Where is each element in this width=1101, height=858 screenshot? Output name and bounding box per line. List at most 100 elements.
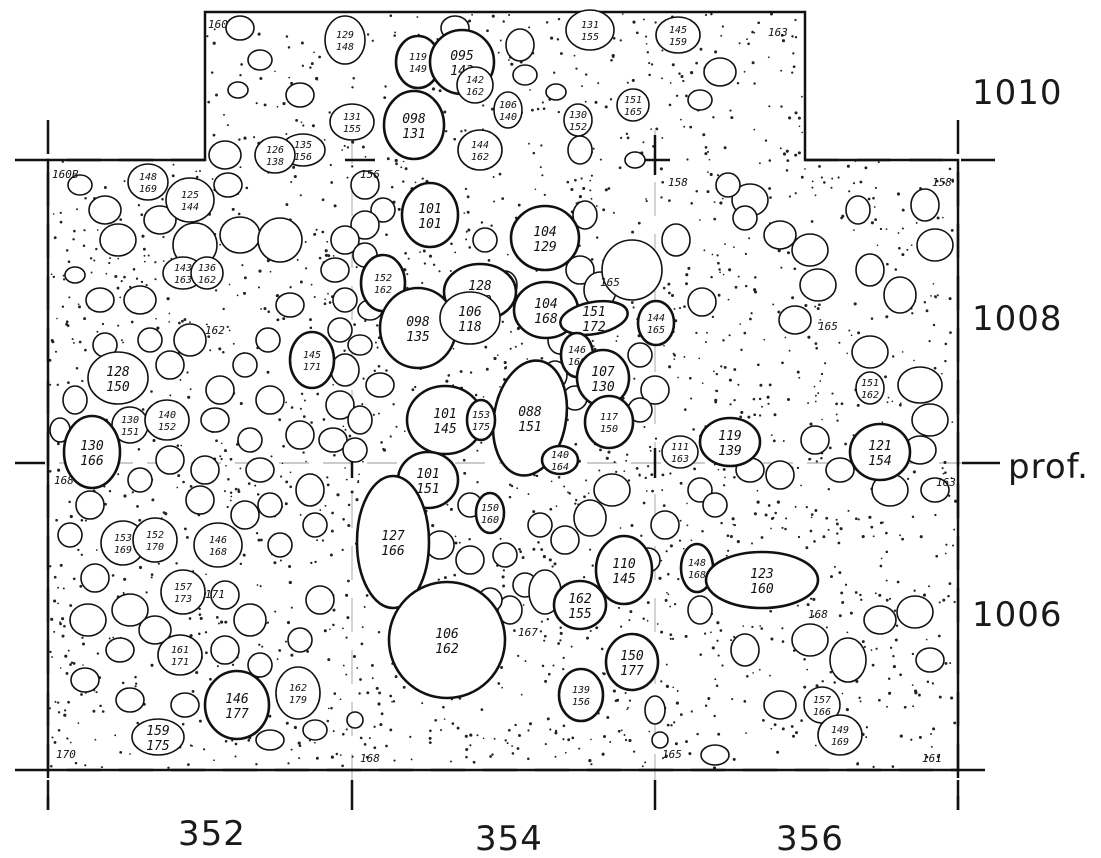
stipple-dot	[590, 174, 593, 177]
stipple-dot	[923, 300, 927, 304]
stipple-dot	[154, 261, 157, 264]
stipple-dot	[372, 413, 375, 416]
stipple-dot	[724, 243, 726, 246]
stipple-dot	[255, 763, 258, 766]
stipple-dot	[840, 591, 844, 595]
stone	[69, 603, 107, 637]
stipple-dot	[595, 626, 599, 630]
stipple-dot	[140, 280, 144, 284]
stipple-dot	[599, 448, 602, 452]
stipple-dot	[72, 577, 76, 581]
stipple-dot	[199, 616, 203, 620]
stipple-dot	[696, 732, 699, 736]
stipple-dot	[738, 42, 741, 45]
stipple-dot	[574, 178, 577, 182]
stipple-dot	[114, 734, 117, 737]
stipple-dot	[476, 734, 479, 737]
stone	[920, 477, 950, 503]
stipple-dot	[606, 716, 610, 719]
stipple-dot	[198, 719, 202, 723]
stipple-dot	[885, 598, 889, 602]
stipple-dot	[77, 722, 80, 724]
stipple-dot	[493, 200, 496, 203]
stipple-dot	[686, 502, 688, 505]
stipple-dot	[903, 705, 907, 709]
stone-s58	[203, 669, 271, 741]
stipple-dot	[885, 550, 889, 554]
stipple-dot	[222, 307, 225, 311]
stipple-dot	[180, 444, 183, 447]
stipple-dot	[716, 639, 719, 642]
stipple-dot	[342, 425, 345, 428]
stone	[505, 28, 535, 62]
stipple-dot	[817, 392, 820, 395]
stipple-dot	[342, 732, 345, 736]
stipple-dot	[886, 401, 889, 404]
stone	[173, 323, 207, 357]
stone-bottom-elevation: 150	[600, 424, 618, 435]
stone-s28	[288, 330, 336, 390]
stone-bottom-elevation: 162	[471, 152, 489, 163]
stipple-dot	[375, 686, 379, 690]
stipple-dot	[632, 20, 636, 24]
stone-bottom-elevation: 175	[472, 422, 490, 433]
stipple-dot	[768, 187, 772, 190]
stipple-dot	[123, 577, 127, 581]
stipple-dot	[954, 499, 958, 503]
stipple-dot	[256, 584, 259, 586]
stipple-dot	[290, 181, 293, 183]
stipple-dot	[486, 29, 489, 33]
stipple-dot	[884, 375, 887, 379]
stipple-dot	[510, 484, 514, 488]
stipple-dot	[345, 593, 349, 597]
stone-s14	[457, 129, 503, 171]
stipple-dot	[753, 82, 756, 85]
stipple-dot	[50, 339, 54, 342]
stipple-dot	[835, 413, 838, 416]
stipple-dot	[379, 723, 383, 727]
stipple-dot	[130, 320, 134, 324]
stipple-dot	[74, 761, 78, 765]
stone	[347, 334, 373, 356]
stipple-dot	[794, 18, 797, 22]
stipple-dot	[284, 502, 288, 506]
stipple-dot	[777, 249, 781, 253]
stipple-dot	[753, 413, 757, 417]
stipple-dot	[178, 321, 181, 325]
stipple-dot	[465, 230, 468, 233]
stipple-dot	[676, 690, 679, 692]
stipple-dot	[391, 700, 393, 703]
stipple-dot	[285, 133, 288, 135]
stipple-dot	[853, 229, 855, 231]
stipple-dot	[781, 39, 786, 43]
stone-s55	[387, 580, 507, 700]
stipple-dot	[626, 708, 628, 711]
stipple-dot	[327, 292, 329, 295]
stipple-dot	[57, 586, 60, 589]
stipple-dot	[183, 527, 187, 531]
stipple-dot	[819, 318, 822, 321]
stipple-dot	[591, 339, 594, 342]
stipple-dot	[661, 49, 664, 52]
stone	[245, 457, 275, 483]
stipple-dot	[122, 591, 125, 594]
stipple-dot	[950, 477, 953, 479]
stone-top-elevation: 121	[868, 439, 891, 454]
stipple-dot	[620, 729, 623, 732]
stipple-dot	[580, 177, 583, 180]
stipple-dot	[290, 748, 293, 751]
stipple-dot	[150, 390, 153, 393]
stipple-dot	[443, 110, 447, 114]
stipple-dot	[57, 602, 59, 605]
stipple-dot	[740, 348, 743, 352]
stone	[255, 327, 281, 353]
stipple-dot	[485, 367, 489, 371]
stipple-dot	[892, 654, 895, 658]
stipple-dot	[661, 136, 664, 139]
stipple-dot	[732, 523, 735, 526]
stipple-dot	[578, 747, 581, 750]
stipple-dot	[330, 529, 334, 533]
stipple-dot	[715, 372, 719, 376]
stipple-dot	[275, 294, 279, 298]
stipple-dot	[861, 535, 865, 539]
